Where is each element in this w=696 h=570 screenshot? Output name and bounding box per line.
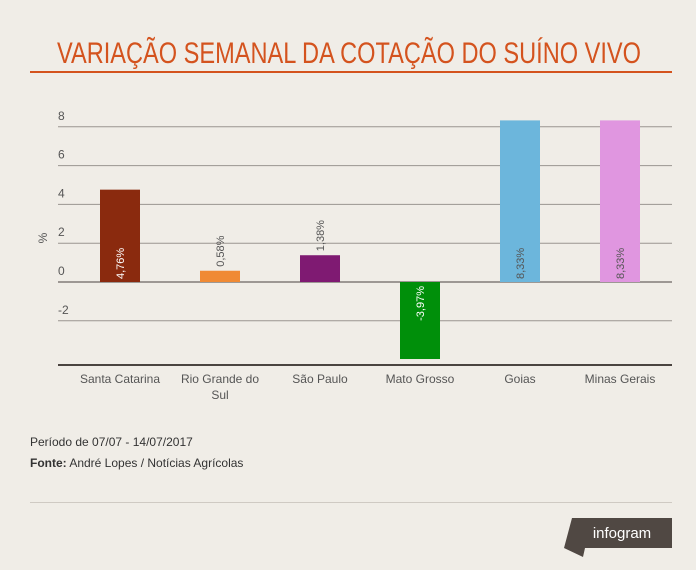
x-axis-line	[58, 364, 672, 366]
x-tick-label-line2: Sul	[211, 388, 228, 402]
x-tick-label: Santa Catarina	[80, 372, 160, 386]
bar[interactable]	[400, 282, 440, 360]
chart-title: VARIAÇÃO SEMANAL DA COTAÇÃO DO SUÍNO VIV…	[57, 36, 641, 70]
infogram-badge[interactable]: infogram	[564, 518, 672, 557]
data-label: 4,76%	[115, 248, 127, 279]
x-tick-label: São Paulo	[292, 372, 348, 386]
bar[interactable]	[300, 255, 340, 282]
data-label: 8,33%	[515, 248, 527, 279]
x-tick-label: Minas Gerais	[585, 372, 656, 386]
y-tick-label: 0	[58, 264, 65, 278]
source-value: André Lopes / Notícias Agrícolas	[67, 456, 244, 470]
brand-logo[interactable]: infogram	[593, 525, 651, 542]
bars: 4,76% 0,58% 1,38% -3,97% 8,33% 8,33%	[100, 120, 640, 360]
data-label: 1,38%	[315, 220, 327, 251]
y-tick-label: 2	[58, 225, 65, 239]
y-tick-label: -2	[58, 303, 69, 317]
bar[interactable]	[200, 270, 240, 282]
title-underline	[30, 71, 672, 73]
bar[interactable]	[100, 189, 140, 282]
y-tick-label: 6	[58, 148, 65, 162]
data-label: 8,33%	[615, 248, 627, 279]
data-label: 0,58%	[215, 235, 227, 266]
x-tick-label: Rio Grande do	[181, 372, 259, 386]
period-note: Período de 07/07 - 14/07/2017	[30, 435, 193, 449]
footer-divider	[30, 502, 672, 503]
bar[interactable]	[600, 120, 640, 282]
source-label: Fonte:	[30, 456, 67, 470]
y-axis-label: %	[36, 232, 50, 243]
data-label: -3,97%	[415, 286, 427, 321]
x-axis-labels: Santa Catarina Rio Grande do Sul São Paulo M…	[80, 372, 655, 402]
source-note: Fonte: André Lopes / Notícias Agrícolas	[30, 456, 243, 470]
gridlines: 8 6 4 2 0 -2	[58, 109, 672, 322]
x-tick-label: Mato Grosso	[386, 372, 455, 386]
x-tick-label: Goias	[504, 372, 535, 386]
y-tick-label: 8	[58, 109, 65, 123]
bar[interactable]	[500, 120, 540, 282]
y-tick-label: 4	[58, 186, 65, 200]
badge-shape	[564, 518, 672, 557]
